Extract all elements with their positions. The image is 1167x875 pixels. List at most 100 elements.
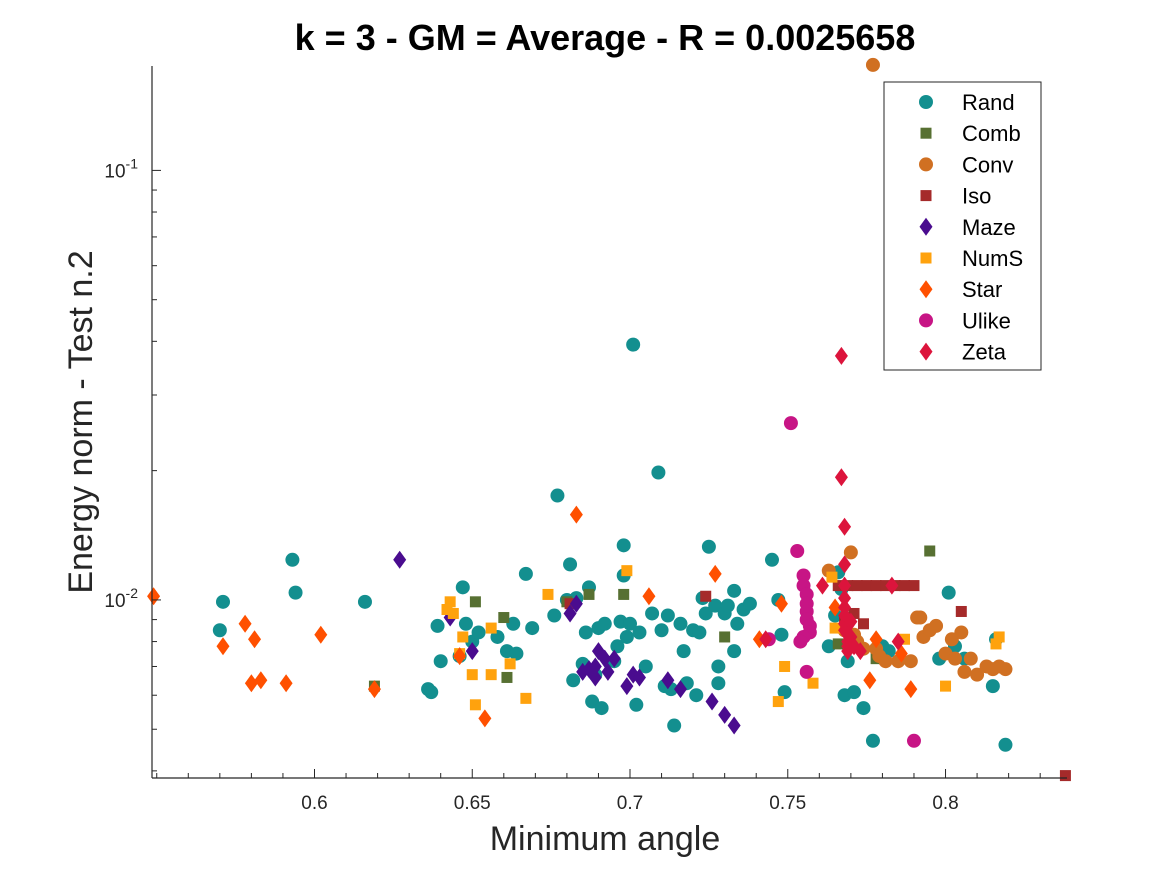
point-rand: [632, 625, 646, 639]
point-ulike: [793, 635, 807, 649]
point-iso: [908, 580, 919, 591]
point-rand: [617, 538, 631, 552]
point-rand: [711, 659, 725, 673]
point-iso: [858, 618, 869, 629]
point-nums: [773, 696, 784, 707]
point-comb: [924, 545, 935, 556]
legend: RandCombConvIsoMazeNumSStarUlikeZeta: [884, 82, 1041, 370]
point-rand: [289, 586, 303, 600]
point-iso: [700, 591, 711, 602]
point-ulike: [784, 416, 798, 430]
point-rand: [655, 623, 669, 637]
point-rand: [579, 625, 593, 639]
legend-marker-ulike: [919, 313, 933, 327]
point-rand: [595, 701, 609, 715]
point-rand: [727, 584, 741, 598]
point-nums: [445, 596, 456, 607]
x-tick-label: 0.65: [454, 793, 491, 814]
point-comb: [498, 612, 509, 623]
point-conv: [879, 654, 893, 668]
point-nums: [940, 681, 951, 692]
point-rand: [620, 630, 634, 644]
x-tick-label: 0.6: [301, 793, 327, 814]
point-iso: [871, 580, 882, 591]
point-nums: [467, 669, 478, 680]
point-nums: [486, 623, 497, 634]
point-rand: [667, 719, 681, 733]
legend-label-maze: Maze: [962, 215, 1016, 240]
point-comb: [618, 589, 629, 600]
point-conv: [964, 652, 978, 666]
point-conv: [866, 58, 880, 72]
point-conv: [957, 665, 971, 679]
point-nums: [991, 638, 1002, 649]
point-rand: [566, 673, 580, 687]
legend-label-ulike: Ulike: [962, 308, 1011, 333]
point-ulike: [907, 734, 921, 748]
chart-title: k = 3 - GM = Average - R = 0.0025658: [295, 17, 916, 58]
point-rand: [434, 654, 448, 668]
point-rand: [472, 625, 486, 639]
point-rand: [986, 679, 1000, 693]
point-comb: [583, 589, 594, 600]
point-comb: [719, 631, 730, 642]
point-nums: [505, 658, 516, 669]
y-axis-label: Energy norm - Test n.2: [62, 250, 100, 593]
point-rand: [702, 540, 716, 554]
point-rand: [651, 466, 665, 480]
point-rand: [519, 567, 533, 581]
point-nums: [470, 699, 481, 710]
point-rand: [711, 676, 725, 690]
point-conv: [954, 625, 968, 639]
point-rand: [727, 644, 741, 658]
point-rand: [216, 595, 230, 609]
legend-label-iso: Iso: [962, 184, 991, 209]
point-rand: [358, 595, 372, 609]
legend-label-comb: Comb: [962, 121, 1021, 146]
legend-marker-rand: [919, 95, 933, 109]
point-rand: [424, 685, 438, 699]
legend-label-rand: Rand: [962, 90, 1015, 115]
point-conv: [998, 662, 1012, 676]
point-iso: [956, 606, 967, 617]
point-comb: [833, 638, 844, 649]
point-rand: [689, 688, 703, 702]
point-rand: [847, 685, 861, 699]
point-rand: [721, 599, 735, 613]
point-iso: [852, 580, 863, 591]
point-conv: [904, 654, 918, 668]
legend-marker-nums: [921, 253, 932, 264]
point-iso: [861, 580, 872, 591]
point-nums: [542, 589, 553, 600]
point-rand: [563, 557, 577, 571]
point-conv: [948, 652, 962, 666]
x-axis-label: Minimum angle: [490, 820, 721, 858]
point-iso: [899, 580, 910, 591]
point-comb: [501, 672, 512, 683]
point-rand: [629, 698, 643, 712]
point-rand: [743, 597, 757, 611]
x-tick-label: 0.75: [769, 793, 806, 814]
point-rand: [525, 621, 539, 635]
point-ulike: [800, 665, 814, 679]
legend-label-nums: NumS: [962, 246, 1023, 271]
point-nums: [826, 572, 837, 583]
point-rand: [285, 553, 299, 567]
point-rand: [774, 628, 788, 642]
legend-label-star: Star: [962, 277, 1002, 302]
point-rand: [673, 617, 687, 631]
point-ulike: [790, 544, 804, 558]
scatter-chart: k = 3 - GM = Average - R = 0.0025658 0.6…: [0, 0, 1167, 875]
point-rand: [626, 338, 640, 352]
point-nums: [520, 693, 531, 704]
point-nums: [486, 669, 497, 680]
point-rand: [692, 625, 706, 639]
point-conv: [913, 611, 927, 625]
point-rand: [213, 623, 227, 637]
x-tick-label: 0.8: [932, 793, 958, 814]
point-rand: [550, 489, 564, 503]
point-nums: [457, 631, 468, 642]
point-iso: [1060, 770, 1071, 781]
point-rand: [456, 580, 470, 594]
point-nums: [448, 608, 459, 619]
